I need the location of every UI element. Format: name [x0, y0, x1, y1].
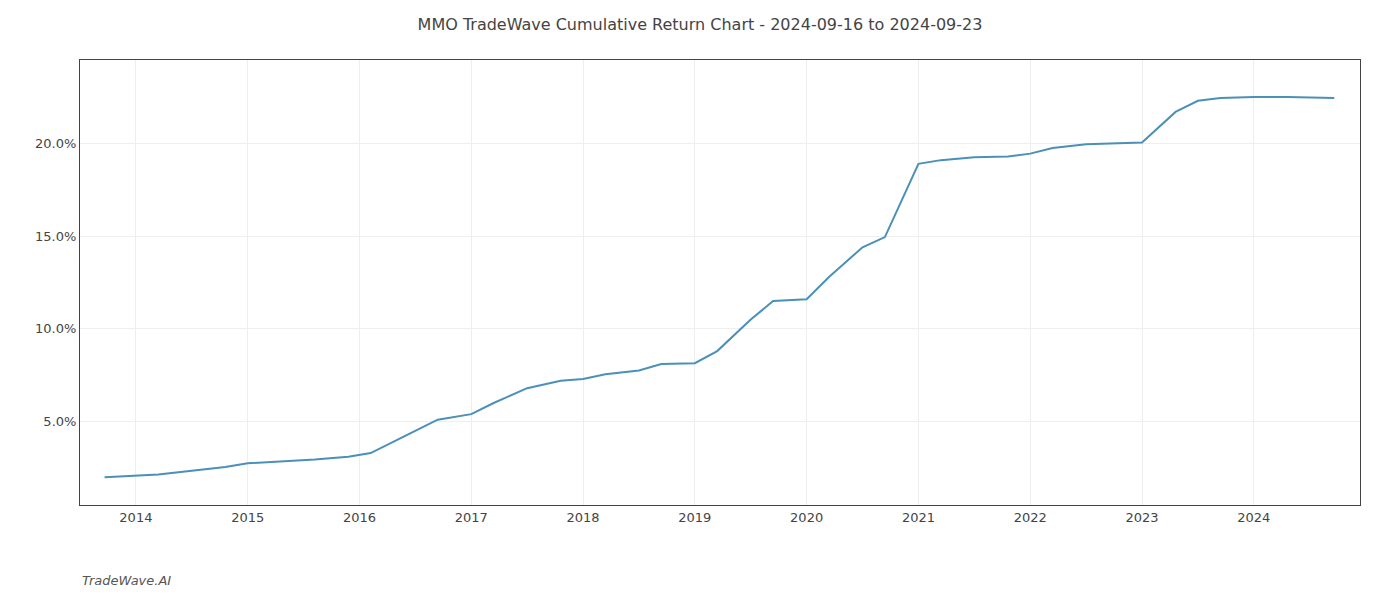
svg-text:2014: 2014 — [119, 510, 152, 525]
svg-text:2024: 2024 — [1237, 510, 1270, 525]
svg-text:2018: 2018 — [567, 510, 600, 525]
svg-text:15.0%: 15.0% — [35, 229, 76, 244]
svg-text:10.0%: 10.0% — [35, 321, 76, 336]
svg-text:20.0%: 20.0% — [35, 136, 76, 151]
svg-text:MMO TradeWave Cumulative Retur: MMO TradeWave Cumulative Return Chart - … — [418, 15, 983, 34]
svg-text:2016: 2016 — [343, 510, 376, 525]
svg-text:2017: 2017 — [455, 510, 488, 525]
svg-text:2015: 2015 — [231, 510, 264, 525]
svg-text:2020: 2020 — [790, 510, 823, 525]
svg-text:2023: 2023 — [1125, 510, 1158, 525]
svg-text:5.0%: 5.0% — [43, 414, 76, 429]
svg-text:2021: 2021 — [902, 510, 935, 525]
svg-text:TradeWave.AI: TradeWave.AI — [82, 573, 171, 588]
svg-text:2022: 2022 — [1014, 510, 1047, 525]
svg-text:2019: 2019 — [678, 510, 711, 525]
